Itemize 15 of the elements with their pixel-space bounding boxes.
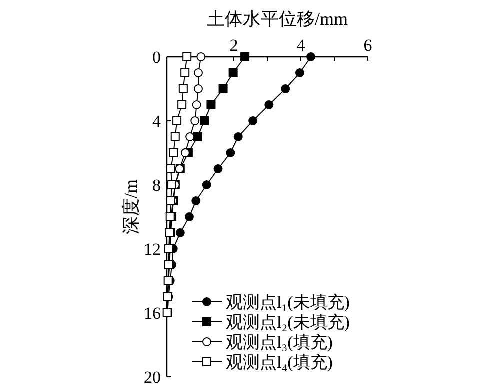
y-tick-label: 0 bbox=[152, 48, 161, 67]
x-axis-title: 土体水平位移/mm bbox=[206, 9, 348, 29]
y-tick-label: 20 bbox=[144, 368, 161, 387]
legend-label: 观测点l₄(填充) bbox=[226, 353, 333, 372]
x-tick-label: 2 bbox=[230, 36, 238, 55]
y-tick-label: 8 bbox=[152, 176, 161, 195]
x-tick-label: 6 bbox=[364, 36, 372, 55]
legend-label: 观测点l₃(填充) bbox=[226, 333, 333, 352]
y-tick-label: 12 bbox=[144, 240, 161, 259]
y-tick-label: 4 bbox=[152, 112, 162, 131]
x-tick-label: 4 bbox=[296, 36, 306, 55]
y-tick-label: 16 bbox=[144, 304, 161, 323]
y-axis-title: 深度/m bbox=[121, 179, 141, 235]
legend-label: 观测点l₂(未填充) bbox=[226, 313, 350, 332]
legend-label: 观测点l₁(未填充) bbox=[226, 293, 350, 312]
